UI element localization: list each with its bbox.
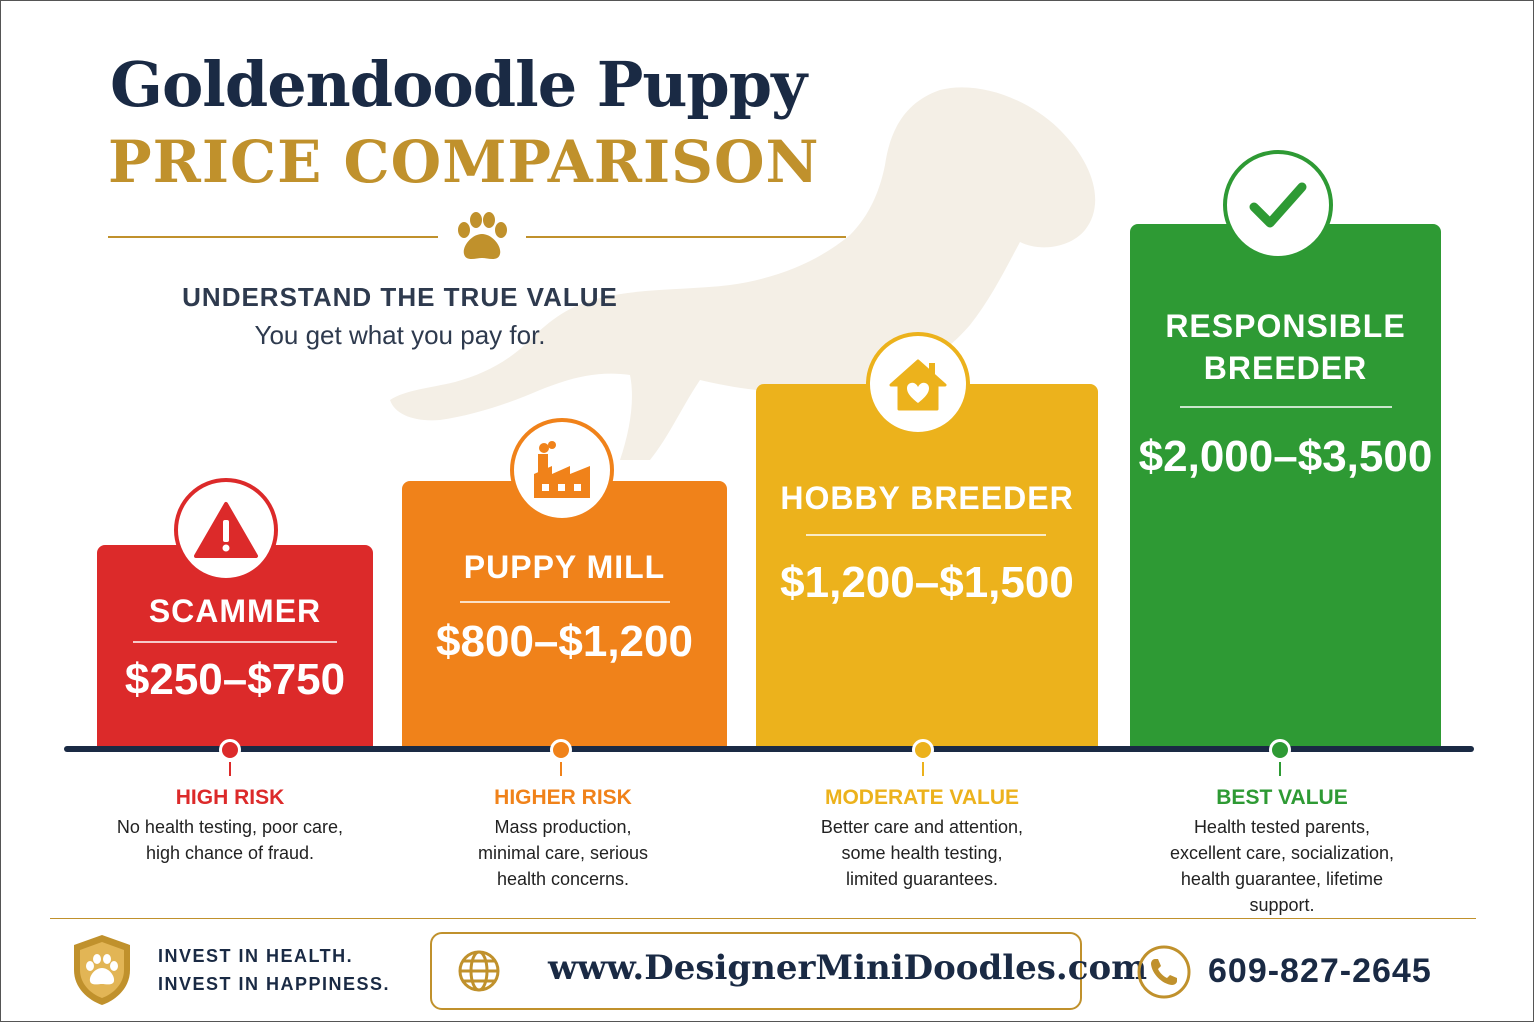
phone-number[interactable]: 609-827-2645 (1208, 952, 1432, 990)
title-line-2: PRICE COMPARISON (108, 128, 820, 196)
puppy-mill-tick (560, 762, 562, 776)
responsible-breeder-risk: BEST VALUE (1216, 786, 1348, 809)
website-link[interactable]: www.DesignerMiniDoodles.com (548, 948, 1148, 988)
responsible-breeder-tick (1279, 762, 1281, 776)
phone-icon (1137, 945, 1191, 999)
scammer-desc: No health testing, poor care, high chanc… (80, 814, 380, 866)
bar-puppy-mill-label: PUPPY MILL (463, 549, 666, 585)
invest-text: INVEST IN HEALTH. INVEST IN HAPPINESS. (158, 942, 418, 998)
invest-line-1: INVEST IN HEALTH. (158, 946, 354, 966)
bar-responsible-breeder-label-2: BREEDER (1203, 350, 1368, 386)
bar-puppy-mill: PUPPY MILL $800–$1,200 (402, 481, 727, 748)
responsible-breeder-desc-line: Health tested parents, (1193, 817, 1371, 837)
bar-scammer-rule (133, 641, 337, 643)
bar-responsible-breeder-price: $2,000–$3,500 (1138, 432, 1433, 481)
paw-icon (458, 212, 507, 259)
warning-icon (194, 502, 258, 558)
checkmark-icon (1249, 182, 1307, 228)
timeline-baseline (64, 746, 1474, 752)
bar-responsible-breeder-label: RESPONSIBLE (1165, 308, 1406, 344)
responsible-breeder-desc-line: support. (1249, 895, 1315, 915)
hobby-breeder-desc-line: Better care and attention, (820, 817, 1024, 837)
bar-hobby-breeder-label: HOBBY BREEDER (780, 480, 1074, 516)
factory-icon (534, 441, 590, 498)
puppy-mill-desc-line: health concerns. (496, 869, 630, 889)
puppy-mill-desc: Mass production, minimal care, serious h… (413, 814, 713, 892)
bar-hobby-breeder-rule (806, 534, 1046, 536)
globe-icon (458, 950, 500, 992)
puppy-mill-desc-line: minimal care, serious (477, 843, 649, 863)
bar-scammer-label: SCAMMER (148, 593, 322, 629)
scammer-desc-line: high chance of fraud. (145, 843, 315, 863)
scammer-badge (174, 478, 278, 582)
responsible-breeder-desc-line: health guarantee, lifetime (1180, 869, 1384, 889)
scammer-dot (219, 739, 241, 761)
hobby-breeder-desc-line: some health testing, (841, 843, 1003, 863)
puppy-mill-dot (550, 739, 572, 761)
invest-line-2: INVEST IN HAPPINESS. (158, 974, 391, 994)
scammer-risk: HIGH RISK (175, 786, 285, 809)
responsible-breeder-dot (1269, 739, 1291, 761)
hobby-breeder-desc: Better care and attention, some health t… (772, 814, 1072, 892)
bar-responsible-breeder: RESPONSIBLE BREEDER $2,000–$3,500 (1130, 224, 1441, 748)
title-rule-right (526, 236, 846, 238)
subtagline: You get what you pay for. (254, 320, 546, 350)
footer-rule (50, 918, 1476, 919)
website-box[interactable] (430, 932, 1082, 1010)
responsible-breeder-desc: Health tested parents, excellent care, s… (1132, 814, 1432, 918)
hobby-breeder-desc-line: limited guarantees. (845, 869, 999, 889)
title-rule-left (108, 236, 438, 238)
bar-hobby-breeder-price: $1,200–$1,500 (780, 558, 1074, 607)
scammer-tick (229, 762, 231, 776)
bar-hobby-breeder: HOBBY BREEDER $1,200–$1,500 (756, 384, 1098, 748)
bar-responsible-breeder-rule (1180, 406, 1392, 408)
title-line-1: Goldendoodle Puppy (110, 48, 807, 121)
shield-paw-icon (74, 935, 130, 1005)
scammer-desc-line: No health testing, poor care, (116, 817, 344, 837)
dog-silhouette-icon (390, 87, 1096, 460)
bar-scammer-price: $250–$750 (124, 655, 346, 704)
tagline: UNDERSTAND THE TRUE VALUE (182, 282, 618, 312)
puppy-mill-risk: HIGHER RISK (494, 786, 632, 809)
puppy-mill-badge (510, 418, 614, 522)
hobby-breeder-tick (922, 762, 924, 776)
hobby-breeder-badge (866, 332, 970, 436)
bar-puppy-mill-rule (460, 601, 670, 603)
responsible-breeder-desc-line: excellent care, socialization, (1169, 843, 1395, 863)
bar-puppy-mill-price: $800–$1,200 (436, 617, 693, 666)
responsible-breeder-badge (1223, 150, 1333, 260)
puppy-mill-desc-line: Mass production, (494, 817, 632, 837)
hobby-breeder-risk: MODERATE VALUE (824, 786, 1020, 809)
hobby-breeder-dot (912, 739, 934, 761)
house-heart-icon (889, 359, 947, 411)
